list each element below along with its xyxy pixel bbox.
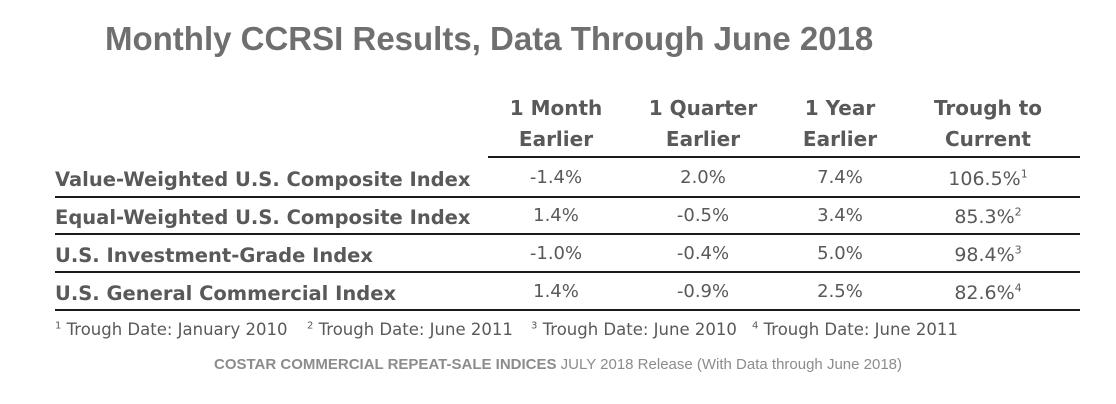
cell-trough-to-current: 82.6%4 (918, 282, 1058, 304)
column-header-trough-to-current: Trough to Current (918, 93, 1058, 155)
source-name: COSTAR COMMERCIAL REPEAT-SALE INDICES (213, 356, 557, 373)
column-header-1-month: 1 Month Earlier (486, 93, 626, 155)
table-row: Equal-Weighted U.S. Composite Index 1.4%… (55, 197, 1080, 235)
table-row: U.S. Investment-Grade Index -1.0% -0.4% … (55, 235, 1080, 273)
row-label: Value-Weighted U.S. Composite Index (55, 168, 471, 191)
row-label: U.S. Investment-Grade Index (55, 244, 373, 267)
footnote-marker: 4 (1014, 281, 1022, 295)
column-header-line: Earlier (665, 127, 741, 151)
cell-1-quarter: -0.9% (676, 281, 730, 302)
column-header-line: Earlier (518, 127, 594, 151)
cell-1-month: -1.0% (529, 243, 583, 264)
trough-value: 106.5% (948, 168, 1021, 190)
cell-1-year: 5.0% (817, 243, 863, 264)
footnote-number: 3 (531, 320, 538, 332)
cell-trough-to-current: 106.5%1 (918, 168, 1058, 190)
table-row: Value-Weighted U.S. Composite Index -1.4… (55, 159, 1080, 197)
footnote-number: 1 (55, 320, 62, 332)
cell-trough-to-current: 85.3%2 (918, 206, 1058, 228)
row-label: Equal-Weighted U.S. Composite Index (55, 206, 471, 229)
footnotes: 1 Trough Date: January 2010 2 Trough Date… (55, 320, 958, 339)
cell-1-quarter: 2.0% (680, 167, 726, 188)
cell-1-year: 2.5% (817, 281, 863, 302)
cell-1-year: 7.4% (817, 167, 863, 188)
footnote-text: Trough Date: June 2010 (542, 320, 737, 339)
row-divider (55, 271, 1080, 273)
trough-value: 82.6% (954, 282, 1015, 304)
footnote: 4 Trough Date: June 2011 (752, 320, 958, 339)
cell-1-month: 1.4% (533, 205, 579, 226)
table-header: 1 Month Earlier 1 Quarter Earlier 1 Year… (0, 93, 1116, 155)
column-header-line: 1 Month (509, 96, 603, 120)
footnote-text: Trough Date: January 2010 (66, 320, 288, 339)
footnote-number: 4 (752, 320, 759, 332)
column-header-line: 1 Year (804, 96, 876, 120)
footnote-text: Trough Date: June 2011 (763, 320, 958, 339)
footnote-text: Trough Date: June 2011 (318, 320, 513, 339)
source-line: COSTAR COMMERCIAL REPEAT-SALE INDICES JU… (0, 356, 1116, 373)
row-divider (55, 196, 1080, 198)
trough-value: 98.4% (954, 244, 1015, 266)
cell-1-month: -1.4% (529, 167, 583, 188)
footnote: 1 Trough Date: January 2010 (55, 320, 307, 339)
table-row: U.S. General Commercial Index 1.4% -0.9%… (55, 273, 1080, 311)
column-header-line: Current (944, 127, 1031, 151)
cell-1-year: 3.4% (817, 205, 863, 226)
footnote-number: 2 (307, 320, 314, 332)
footnote-marker: 3 (1014, 243, 1022, 257)
cell-1-quarter: -0.4% (676, 243, 730, 264)
row-label: U.S. General Commercial Index (55, 282, 397, 305)
row-divider (55, 233, 1080, 235)
trough-value: 85.3% (954, 206, 1015, 228)
cell-trough-to-current: 98.4%3 (918, 244, 1058, 266)
column-header-line: Trough to (933, 96, 1043, 120)
footnote-marker: 2 (1014, 205, 1022, 219)
column-header-line: 1 Quarter (648, 96, 758, 120)
column-header-1-year: 1 Year Earlier (770, 93, 910, 155)
header-divider (488, 156, 1080, 158)
column-header-line: Earlier (802, 127, 878, 151)
footnote: 3 Trough Date: June 2010 (531, 320, 752, 339)
cell-1-quarter: -0.5% (676, 205, 730, 226)
row-divider (55, 309, 1080, 311)
page-title: Monthly CCRSI Results, Data Through June… (105, 20, 874, 57)
source-release: JULY 2018 Release (With Data through Jun… (556, 356, 902, 373)
footnote: 2 Trough Date: June 2011 (307, 320, 531, 339)
cell-1-month: 1.4% (533, 281, 579, 302)
column-header-1-quarter: 1 Quarter Earlier (633, 93, 773, 155)
footnote-marker: 1 (1020, 167, 1028, 181)
